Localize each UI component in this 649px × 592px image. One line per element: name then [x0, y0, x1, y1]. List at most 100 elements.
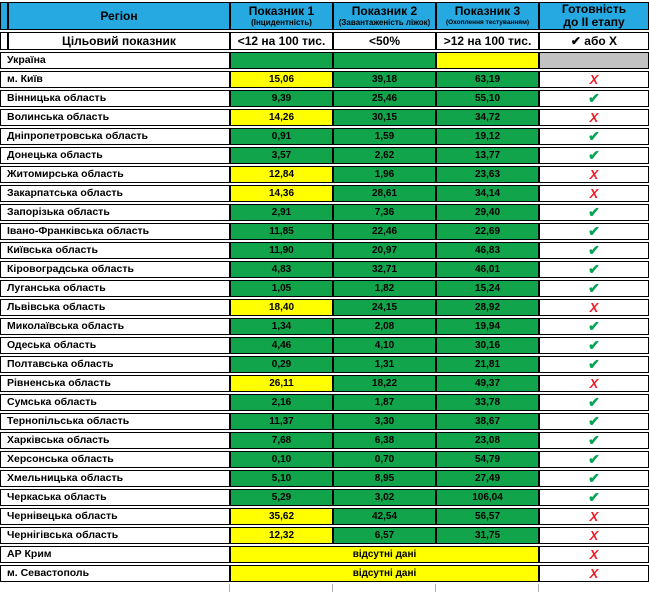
indicator-3-value-cell[interactable]: 106,04: [436, 489, 539, 506]
indicator-3-value-cell[interactable]: 46,01: [436, 261, 539, 278]
readiness-cell[interactable]: ✔: [539, 451, 649, 468]
indicator-3-value-cell[interactable]: 34,14: [436, 185, 539, 202]
region-name-cell[interactable]: АР Крим: [0, 546, 230, 563]
target-readiness-cell[interactable]: ✔ або Х: [539, 32, 649, 50]
indicator-2-value-cell[interactable]: 8,95: [333, 470, 436, 487]
region-name-cell[interactable]: Запорізька область: [0, 204, 230, 221]
indicator-1-value-cell[interactable]: 12,32: [230, 527, 333, 544]
readiness-cell[interactable]: Х: [539, 299, 649, 316]
column-header-region[interactable]: Регіон: [8, 2, 230, 30]
indicator-2-value-cell[interactable]: 25,46: [333, 90, 436, 107]
indicator-2-value-cell[interactable]: 1,87: [333, 394, 436, 411]
region-name-cell[interactable]: Черкаська область: [0, 489, 230, 506]
region-name-cell[interactable]: Рівненська область: [0, 375, 230, 392]
indicator-3-value-cell[interactable]: [436, 52, 539, 69]
indicator-3-value-cell[interactable]: 33,78: [436, 394, 539, 411]
readiness-cell[interactable]: Х: [539, 565, 649, 582]
indicator-3-value-cell[interactable]: 56,57: [436, 508, 539, 525]
indicator-2-value-cell[interactable]: 32,71: [333, 261, 436, 278]
indicator-3-value-cell[interactable]: 27,49: [436, 470, 539, 487]
indicator-1-value-cell[interactable]: 5,10: [230, 470, 333, 487]
region-name-cell[interactable]: Херсонська область: [0, 451, 230, 468]
indicator-1-value-cell[interactable]: 3,57: [230, 147, 333, 164]
indicator-2-value-cell[interactable]: 3,30: [333, 413, 436, 430]
indicator-2-value-cell[interactable]: 22,46: [333, 223, 436, 240]
indicator-3-value-cell[interactable]: 38,67: [436, 413, 539, 430]
indicator-1-value-cell[interactable]: 35,62: [230, 508, 333, 525]
region-name-cell[interactable]: Закарпатська область: [0, 185, 230, 202]
region-name-cell[interactable]: Одеська область: [0, 337, 230, 354]
indicator-2-value-cell[interactable]: 1,96: [333, 166, 436, 183]
readiness-cell[interactable]: ✔: [539, 470, 649, 487]
readiness-cell[interactable]: ✔: [539, 128, 649, 145]
region-name-cell[interactable]: Чернівецька область: [0, 508, 230, 525]
readiness-cell[interactable]: Х: [539, 508, 649, 525]
region-name-cell[interactable]: Івано-Франківська область: [0, 223, 230, 240]
readiness-cell[interactable]: ✔: [539, 223, 649, 240]
indicator-3-value-cell[interactable]: 23,63: [436, 166, 539, 183]
indicator-3-value-cell[interactable]: 28,92: [436, 299, 539, 316]
readiness-cell[interactable]: ✔: [539, 432, 649, 449]
indicator-1-value-cell[interactable]: 14,26: [230, 109, 333, 126]
indicator-2-value-cell[interactable]: 7,36: [333, 204, 436, 221]
indicator-1-value-cell[interactable]: 4,46: [230, 337, 333, 354]
indicator-2-value-cell[interactable]: 28,61: [333, 185, 436, 202]
region-name-cell[interactable]: Львівська область: [0, 299, 230, 316]
indicator-3-value-cell[interactable]: 54,79: [436, 451, 539, 468]
indicator-1-value-cell[interactable]: 5,29: [230, 489, 333, 506]
indicator-1-value-cell[interactable]: 1,05: [230, 280, 333, 297]
indicator-1-value-cell[interactable]: 0,91: [230, 128, 333, 145]
indicator-3-value-cell[interactable]: 63,19: [436, 71, 539, 88]
region-name-cell[interactable]: Тернопільська область: [0, 413, 230, 430]
target-indicator-2-cell[interactable]: <50%: [333, 32, 436, 50]
indicator-1-value-cell[interactable]: 0,10: [230, 451, 333, 468]
readiness-cell[interactable]: ✔: [539, 394, 649, 411]
column-header-indicator-3[interactable]: Показник 3 (Охоплення тестуванням): [436, 2, 539, 30]
indicator-1-value-cell[interactable]: 18,40: [230, 299, 333, 316]
target-indicator-3-cell[interactable]: >12 на 100 тис.: [436, 32, 539, 50]
readiness-cell[interactable]: ✔: [539, 261, 649, 278]
readiness-cell[interactable]: ✔: [539, 318, 649, 335]
indicator-2-value-cell[interactable]: 2,08: [333, 318, 436, 335]
region-name-cell[interactable]: Сумська область: [0, 394, 230, 411]
readiness-cell[interactable]: [539, 52, 649, 69]
readiness-cell[interactable]: Х: [539, 185, 649, 202]
readiness-cell[interactable]: ✔: [539, 204, 649, 221]
region-name-cell[interactable]: Україна: [0, 52, 230, 69]
indicator-2-value-cell[interactable]: 1,59: [333, 128, 436, 145]
indicator-2-value-cell[interactable]: 3,02: [333, 489, 436, 506]
region-name-cell[interactable]: Полтавська область: [0, 356, 230, 373]
indicator-1-value-cell[interactable]: 11,85: [230, 223, 333, 240]
region-name-cell[interactable]: Вінницька область: [0, 90, 230, 107]
column-header-indicator-2[interactable]: Показник 2 (Завантаженість ліжок): [333, 2, 436, 30]
region-name-cell[interactable]: м. Севастополь: [0, 565, 230, 582]
no-data-cell[interactable]: відсутні дані: [230, 565, 539, 582]
indicator-1-value-cell[interactable]: 26,11: [230, 375, 333, 392]
readiness-cell[interactable]: ✔: [539, 356, 649, 373]
indicator-1-value-cell[interactable]: [230, 52, 333, 69]
readiness-cell[interactable]: ✔: [539, 489, 649, 506]
indicator-2-value-cell[interactable]: 1,31: [333, 356, 436, 373]
indicator-1-value-cell[interactable]: 7,68: [230, 432, 333, 449]
indicator-2-value-cell[interactable]: 39,18: [333, 71, 436, 88]
indicator-3-value-cell[interactable]: 15,24: [436, 280, 539, 297]
indicator-3-value-cell[interactable]: 30,16: [436, 337, 539, 354]
corner-cell[interactable]: [0, 2, 8, 30]
indicator-1-value-cell[interactable]: 11,37: [230, 413, 333, 430]
indicator-3-value-cell[interactable]: 49,37: [436, 375, 539, 392]
column-header-indicator-1[interactable]: Показник 1 (Інцидентність): [230, 2, 333, 30]
indicator-3-value-cell[interactable]: 46,83: [436, 242, 539, 259]
indicator-1-value-cell[interactable]: 14,36: [230, 185, 333, 202]
indicator-1-value-cell[interactable]: 2,16: [230, 394, 333, 411]
indicator-3-value-cell[interactable]: 29,40: [436, 204, 539, 221]
readiness-cell[interactable]: Х: [539, 546, 649, 563]
indicator-2-value-cell[interactable]: 1,82: [333, 280, 436, 297]
indicator-3-value-cell[interactable]: 23,08: [436, 432, 539, 449]
readiness-cell[interactable]: ✔: [539, 147, 649, 164]
indicator-3-value-cell[interactable]: 19,12: [436, 128, 539, 145]
region-name-cell[interactable]: Луганська область: [0, 280, 230, 297]
readiness-cell[interactable]: ✔: [539, 90, 649, 107]
indicator-1-value-cell[interactable]: 12,84: [230, 166, 333, 183]
region-name-cell[interactable]: Житомирська область: [0, 166, 230, 183]
indicator-3-value-cell[interactable]: 13,77: [436, 147, 539, 164]
